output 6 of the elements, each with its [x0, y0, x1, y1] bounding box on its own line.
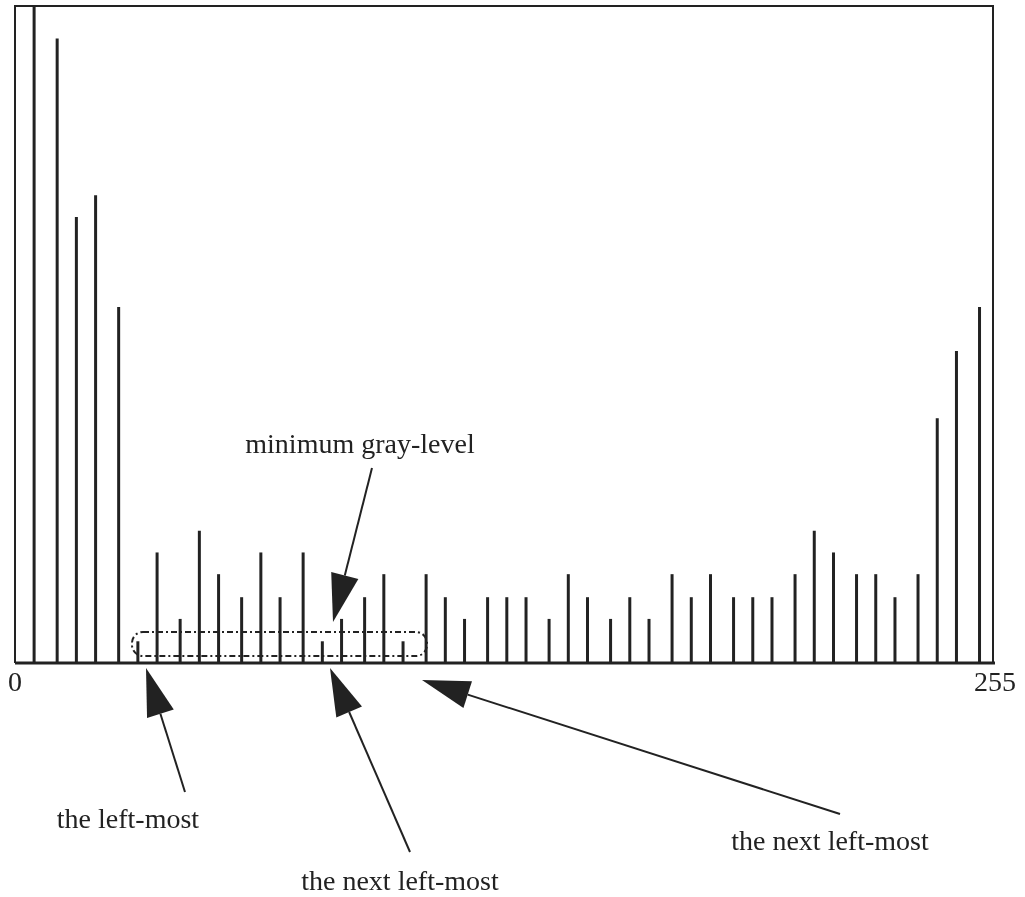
x-tick-label: 0 — [8, 665, 22, 697]
text: the next left-most — [301, 865, 499, 896]
annotation: minimum gray-level — [245, 428, 475, 459]
text: the next left-most — [731, 825, 929, 856]
x-tick-label: 255 — [974, 665, 1016, 697]
text: the left-most — [56, 803, 200, 834]
